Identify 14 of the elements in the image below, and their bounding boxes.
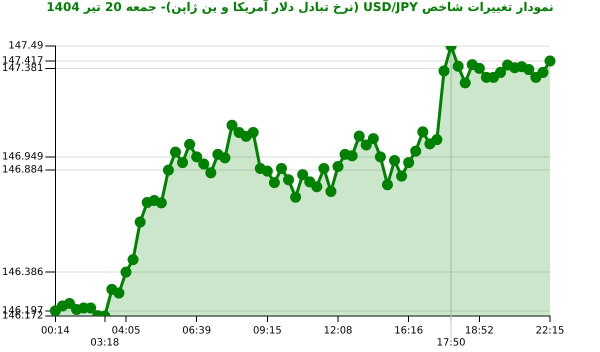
x-tick-label: 17:50 — [436, 338, 466, 349]
x-tick-label: 09:15 — [252, 326, 282, 337]
y-tick-label: 146.884 — [2, 164, 44, 176]
x-tick-label: 12:08 — [324, 326, 352, 337]
x-tick-label: 16:16 — [394, 326, 424, 337]
x-tick-label: 18:52 — [464, 326, 494, 337]
y-tick-label: 147.49 — [8, 40, 44, 52]
x-tick-label: 00:14 — [40, 326, 70, 337]
x-tick-label: 06:39 — [182, 326, 212, 337]
y-tick-label: 146.386 — [2, 266, 44, 278]
x-tick-label: 04:05 — [112, 326, 140, 337]
x-tick-label: 03:18 — [90, 338, 120, 349]
y-tick-label: 146.949 — [2, 151, 44, 162]
x-tick-label: 22:15 — [536, 326, 564, 337]
